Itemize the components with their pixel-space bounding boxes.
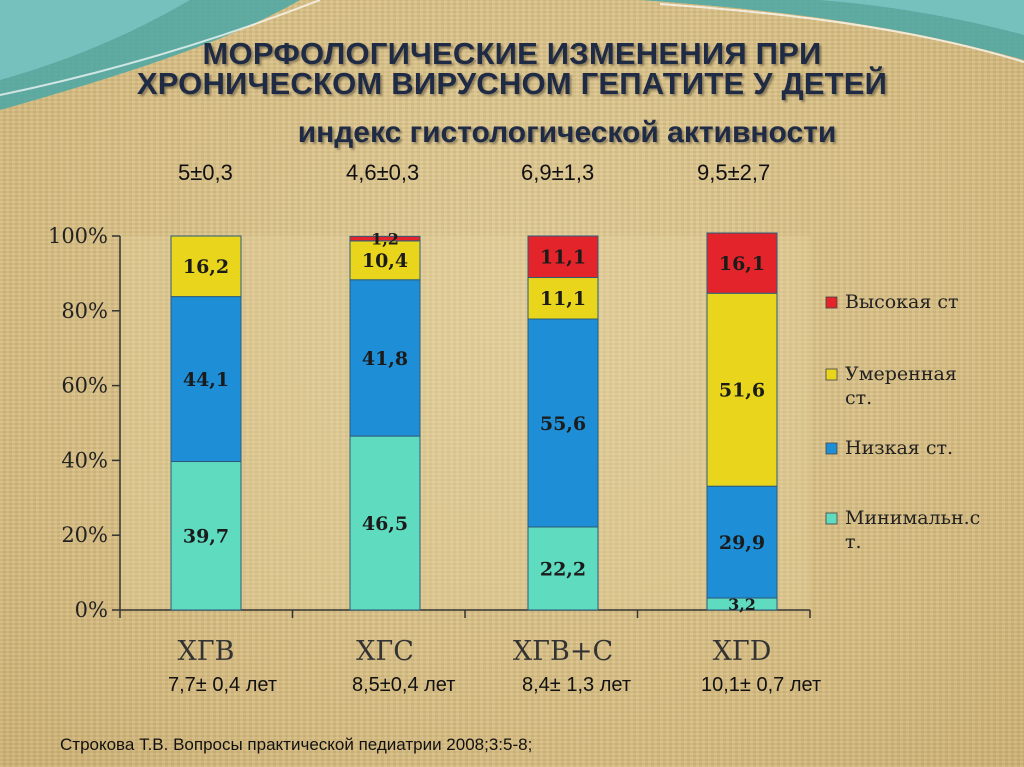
bar-segment — [527, 277, 599, 320]
activity-index-hgc: 4,6±0,3 — [346, 160, 420, 185]
bar-segment — [706, 292, 778, 487]
title-line-1: МОРФОЛОГИЧЕСКИЕ ИЗМЕНЕНИЯ ПРИ — [202, 36, 822, 71]
legend-label: ст. — [845, 387, 872, 409]
age-label-hgb: 7,7± 0,4 лет — [168, 674, 277, 696]
legend-label: Умеренная — [845, 363, 957, 385]
age-label-hgd: 10,1± 0,7 лет — [701, 674, 822, 696]
y-tick-label: 20% — [61, 523, 108, 547]
data-label: 11,1 — [540, 247, 586, 269]
activity-index-hgb: 5±0,3 — [178, 160, 233, 185]
data-label: 3,2 — [728, 595, 756, 614]
bar-segment — [706, 485, 778, 599]
data-label: 10,4 — [362, 250, 408, 272]
data-label: 44,1 — [183, 369, 229, 391]
bar-segment — [349, 279, 421, 437]
data-label: 1,2 — [371, 229, 399, 248]
category-label: ХГВ+С — [513, 636, 613, 667]
bar-segment — [349, 240, 421, 281]
data-label: 16,1 — [719, 253, 765, 275]
bar-segment — [527, 318, 599, 528]
age-label-hgc: 8,5±0,4 лет — [352, 674, 456, 696]
legend-label: т. — [845, 531, 862, 553]
data-label: 51,6 — [719, 380, 765, 402]
y-tick-label: 100% — [48, 224, 108, 248]
bar-segment — [349, 435, 421, 611]
bar-segment — [349, 235, 421, 242]
data-label: 29,9 — [719, 532, 765, 554]
y-tick-label: 60% — [61, 374, 108, 398]
category-label: ХГВ — [178, 636, 235, 667]
legend-swatch — [825, 368, 838, 381]
data-label: 39,7 — [183, 526, 229, 548]
citation: Строкова Т.В. Вопросы практической педиа… — [60, 735, 533, 754]
data-label: 22,2 — [540, 558, 586, 580]
age-label-hgbc: 8,4± 1,3 лет — [522, 674, 631, 696]
activity-index-hgd: 9,5±2,7 — [697, 160, 771, 185]
bar-segment — [170, 461, 242, 611]
title-line-2: ХРОНИЧЕСКОМ ВИРУСНОМ ГЕПАТИТЕ У ДЕТЕЙ — [136, 66, 888, 101]
y-tick-label: 80% — [61, 299, 108, 323]
legend-label: Низкая ст. — [845, 437, 953, 459]
activity-index-hgbc: 6,9±1,3 — [521, 160, 595, 185]
data-label: 16,2 — [183, 256, 229, 278]
y-tick-label: 0% — [75, 598, 108, 622]
data-label: 55,6 — [540, 413, 586, 435]
legend-swatch — [825, 296, 838, 309]
bar-segment — [527, 235, 599, 279]
legend-label: Высокая ст — [845, 291, 959, 313]
category-label: ХГС — [356, 636, 414, 667]
data-label: 41,8 — [362, 348, 408, 370]
bar-segment — [527, 526, 599, 611]
legend-swatch — [825, 512, 838, 525]
legend-label: Минимальн.с — [845, 507, 980, 529]
data-label: 11,1 — [540, 288, 586, 310]
subtitle: индекс гистологической активности — [297, 116, 837, 149]
bar-segment — [706, 232, 778, 294]
y-tick-label: 40% — [61, 448, 108, 472]
legend-swatch — [825, 442, 838, 455]
data-label: 46,5 — [362, 513, 408, 535]
category-label: ХГD — [713, 636, 772, 667]
bar-segment — [170, 235, 242, 298]
